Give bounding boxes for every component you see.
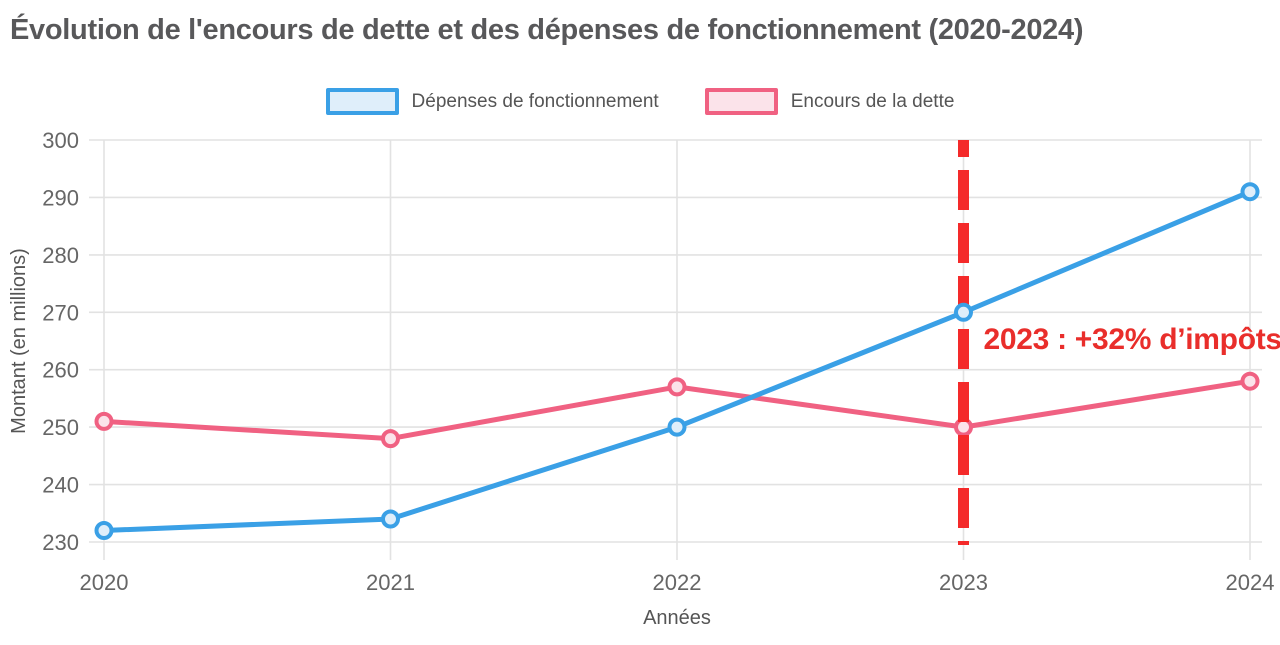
y-tick-label: 260 (42, 358, 79, 383)
y-tick-label: 230 (42, 530, 79, 555)
data-point[interactable] (956, 305, 971, 320)
data-point[interactable] (383, 512, 398, 527)
x-tick-label: 2022 (653, 570, 702, 595)
data-point[interactable] (1243, 374, 1258, 389)
data-point[interactable] (1243, 184, 1258, 199)
data-point[interactable] (670, 420, 685, 435)
y-tick-label: 280 (42, 243, 79, 268)
x-tick-label: 2020 (80, 570, 129, 595)
y-tick-label: 250 (42, 415, 79, 440)
x-tick-label: 2024 (1226, 570, 1275, 595)
x-tick-label: 2023 (939, 570, 988, 595)
y-tick-label: 300 (42, 128, 79, 153)
data-point[interactable] (97, 523, 112, 538)
data-point[interactable] (383, 431, 398, 446)
annotation-label: 2023 : +32% d’impôts (984, 323, 1280, 356)
y-axis-title: Montant (en millions) (8, 248, 30, 434)
data-point[interactable] (670, 379, 685, 394)
y-tick-label: 290 (42, 185, 79, 210)
y-tick-label: 240 (42, 473, 79, 498)
x-axis-title: Années (643, 607, 711, 629)
x-tick-label: 2021 (366, 570, 415, 595)
y-tick-label: 270 (42, 300, 79, 325)
data-point[interactable] (97, 414, 112, 429)
